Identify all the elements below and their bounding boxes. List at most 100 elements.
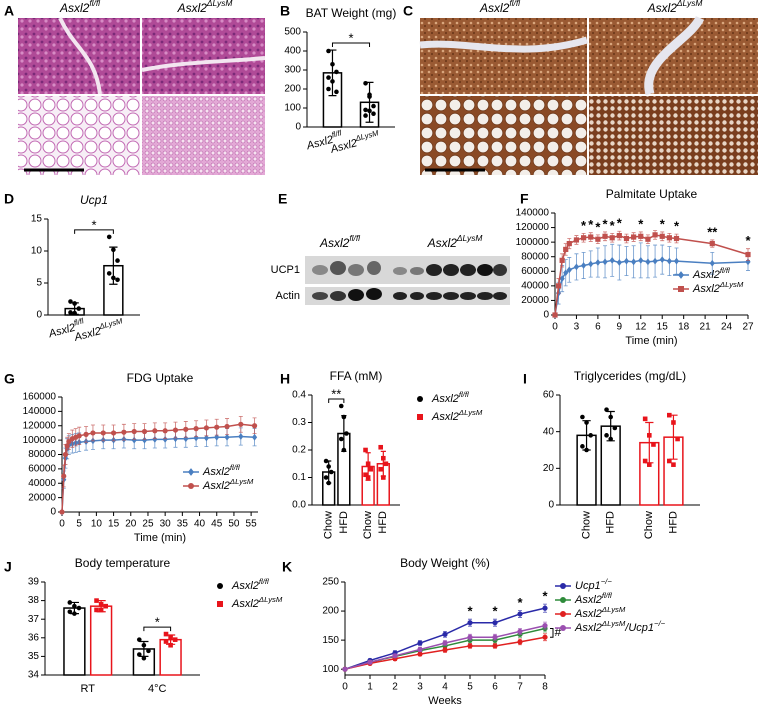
annotation: * <box>660 216 666 231</box>
text-part: Asxl2 <box>574 608 602 620</box>
marker <box>131 436 137 444</box>
legend-label: Asxl2ΔLysM <box>431 408 483 423</box>
marker <box>72 603 77 609</box>
text-part: Asxl2 <box>479 1 510 15</box>
y-tick-label: 20000 <box>28 492 56 503</box>
marker <box>76 605 82 611</box>
x-tick-label: 27 <box>742 322 754 333</box>
superscript: ΔLysM <box>601 605 626 614</box>
marker <box>172 427 179 433</box>
x-tick-label: 0 <box>552 322 558 333</box>
marker <box>217 601 223 607</box>
chart-title: BAT Weight (mg) <box>306 6 397 20</box>
marker <box>141 428 148 435</box>
marker <box>342 666 348 672</box>
y-tick-label: 40000 <box>28 478 56 489</box>
marker <box>492 634 498 640</box>
marker <box>330 79 335 84</box>
y-tick-label: 15 <box>31 214 43 225</box>
marker <box>365 475 371 480</box>
x-tick-label: 8 <box>542 682 548 693</box>
row-label: Actin <box>276 290 300 302</box>
marker <box>647 462 652 467</box>
y-tick-label: 20000 <box>521 295 549 306</box>
marker <box>417 640 423 646</box>
y-tick-label: 500 <box>284 27 301 38</box>
legend-label: Asxl2fl/fl <box>202 463 240 478</box>
marker <box>334 69 339 75</box>
marker <box>517 628 523 635</box>
marker <box>72 310 77 316</box>
vessel <box>141 56 266 72</box>
superscript: ΔLysM <box>258 595 283 604</box>
y-tick-label: 0.1 <box>292 472 306 483</box>
y-tick-label: 38 <box>28 595 40 606</box>
x-tick-label: HFD <box>338 511 350 534</box>
x-axis-label: Time (min) <box>134 532 186 544</box>
x-tick-label: HFD <box>605 511 617 534</box>
marker <box>584 447 589 453</box>
y-tick-label: 400 <box>284 46 301 57</box>
y-tick-label: 60000 <box>28 464 56 475</box>
marker <box>367 108 372 114</box>
series-line <box>554 258 749 316</box>
histology-image <box>18 18 140 94</box>
significance-bracket <box>328 398 345 403</box>
marker <box>566 266 572 274</box>
x-tick-label: 35 <box>177 519 189 530</box>
marker <box>573 237 580 243</box>
annotation: * <box>492 604 498 619</box>
text-part: Asxl2 <box>72 325 102 344</box>
marker <box>334 89 339 95</box>
x-tick-label: 4°C <box>148 683 167 695</box>
panel-letter: I <box>523 371 527 387</box>
marker <box>328 469 334 475</box>
x-tick-label: 5 <box>467 682 473 693</box>
legend-label: Asxl2ΔLysM <box>692 280 744 295</box>
y-tick-label: 34 <box>28 670 40 681</box>
panel-letter: F <box>520 191 529 207</box>
y-tick-label: 20 <box>543 463 555 474</box>
y-tick-label: 0 <box>548 500 554 511</box>
marker <box>417 414 423 420</box>
legend-label: Ucp1−/− <box>575 577 612 592</box>
marker <box>106 271 112 276</box>
histology-image <box>142 96 265 175</box>
marker <box>631 234 637 240</box>
annotation: * <box>617 216 623 231</box>
marker <box>111 275 116 281</box>
superscript: −/− <box>601 577 613 586</box>
superscript: ΔLysM <box>354 128 380 143</box>
marker <box>110 430 117 436</box>
x-tick-label: 15 <box>108 519 120 530</box>
column-label: Asxl2ΔLysM <box>427 233 483 250</box>
marker <box>363 472 368 478</box>
marker <box>141 436 148 444</box>
marker <box>217 583 223 589</box>
marker <box>365 461 371 467</box>
annotation: ** <box>707 224 718 239</box>
marker <box>94 607 99 613</box>
panel-letter: B <box>280 3 290 19</box>
chart-title: Body temperature <box>75 556 171 570</box>
marker <box>552 312 558 318</box>
marker <box>141 642 147 648</box>
x-tick-label: 3 <box>417 682 423 693</box>
marker <box>563 269 569 277</box>
marker <box>378 466 384 472</box>
x-tick-label: HFD <box>667 511 679 534</box>
marker <box>659 256 665 264</box>
marker <box>467 620 473 626</box>
marker <box>580 414 585 420</box>
panel-letter: G <box>4 371 15 387</box>
legend-label: Asxl2fl/fl <box>574 591 612 606</box>
marker <box>188 483 194 489</box>
marker <box>121 429 127 435</box>
x-tick-label: 3 <box>574 322 580 333</box>
marker <box>344 431 349 436</box>
ihc-image <box>589 18 758 94</box>
marker <box>188 468 194 476</box>
x-tick-label: 30 <box>160 519 172 530</box>
significance-bracket <box>550 628 554 638</box>
legend-label: Asxl2fl/fl <box>692 266 730 281</box>
